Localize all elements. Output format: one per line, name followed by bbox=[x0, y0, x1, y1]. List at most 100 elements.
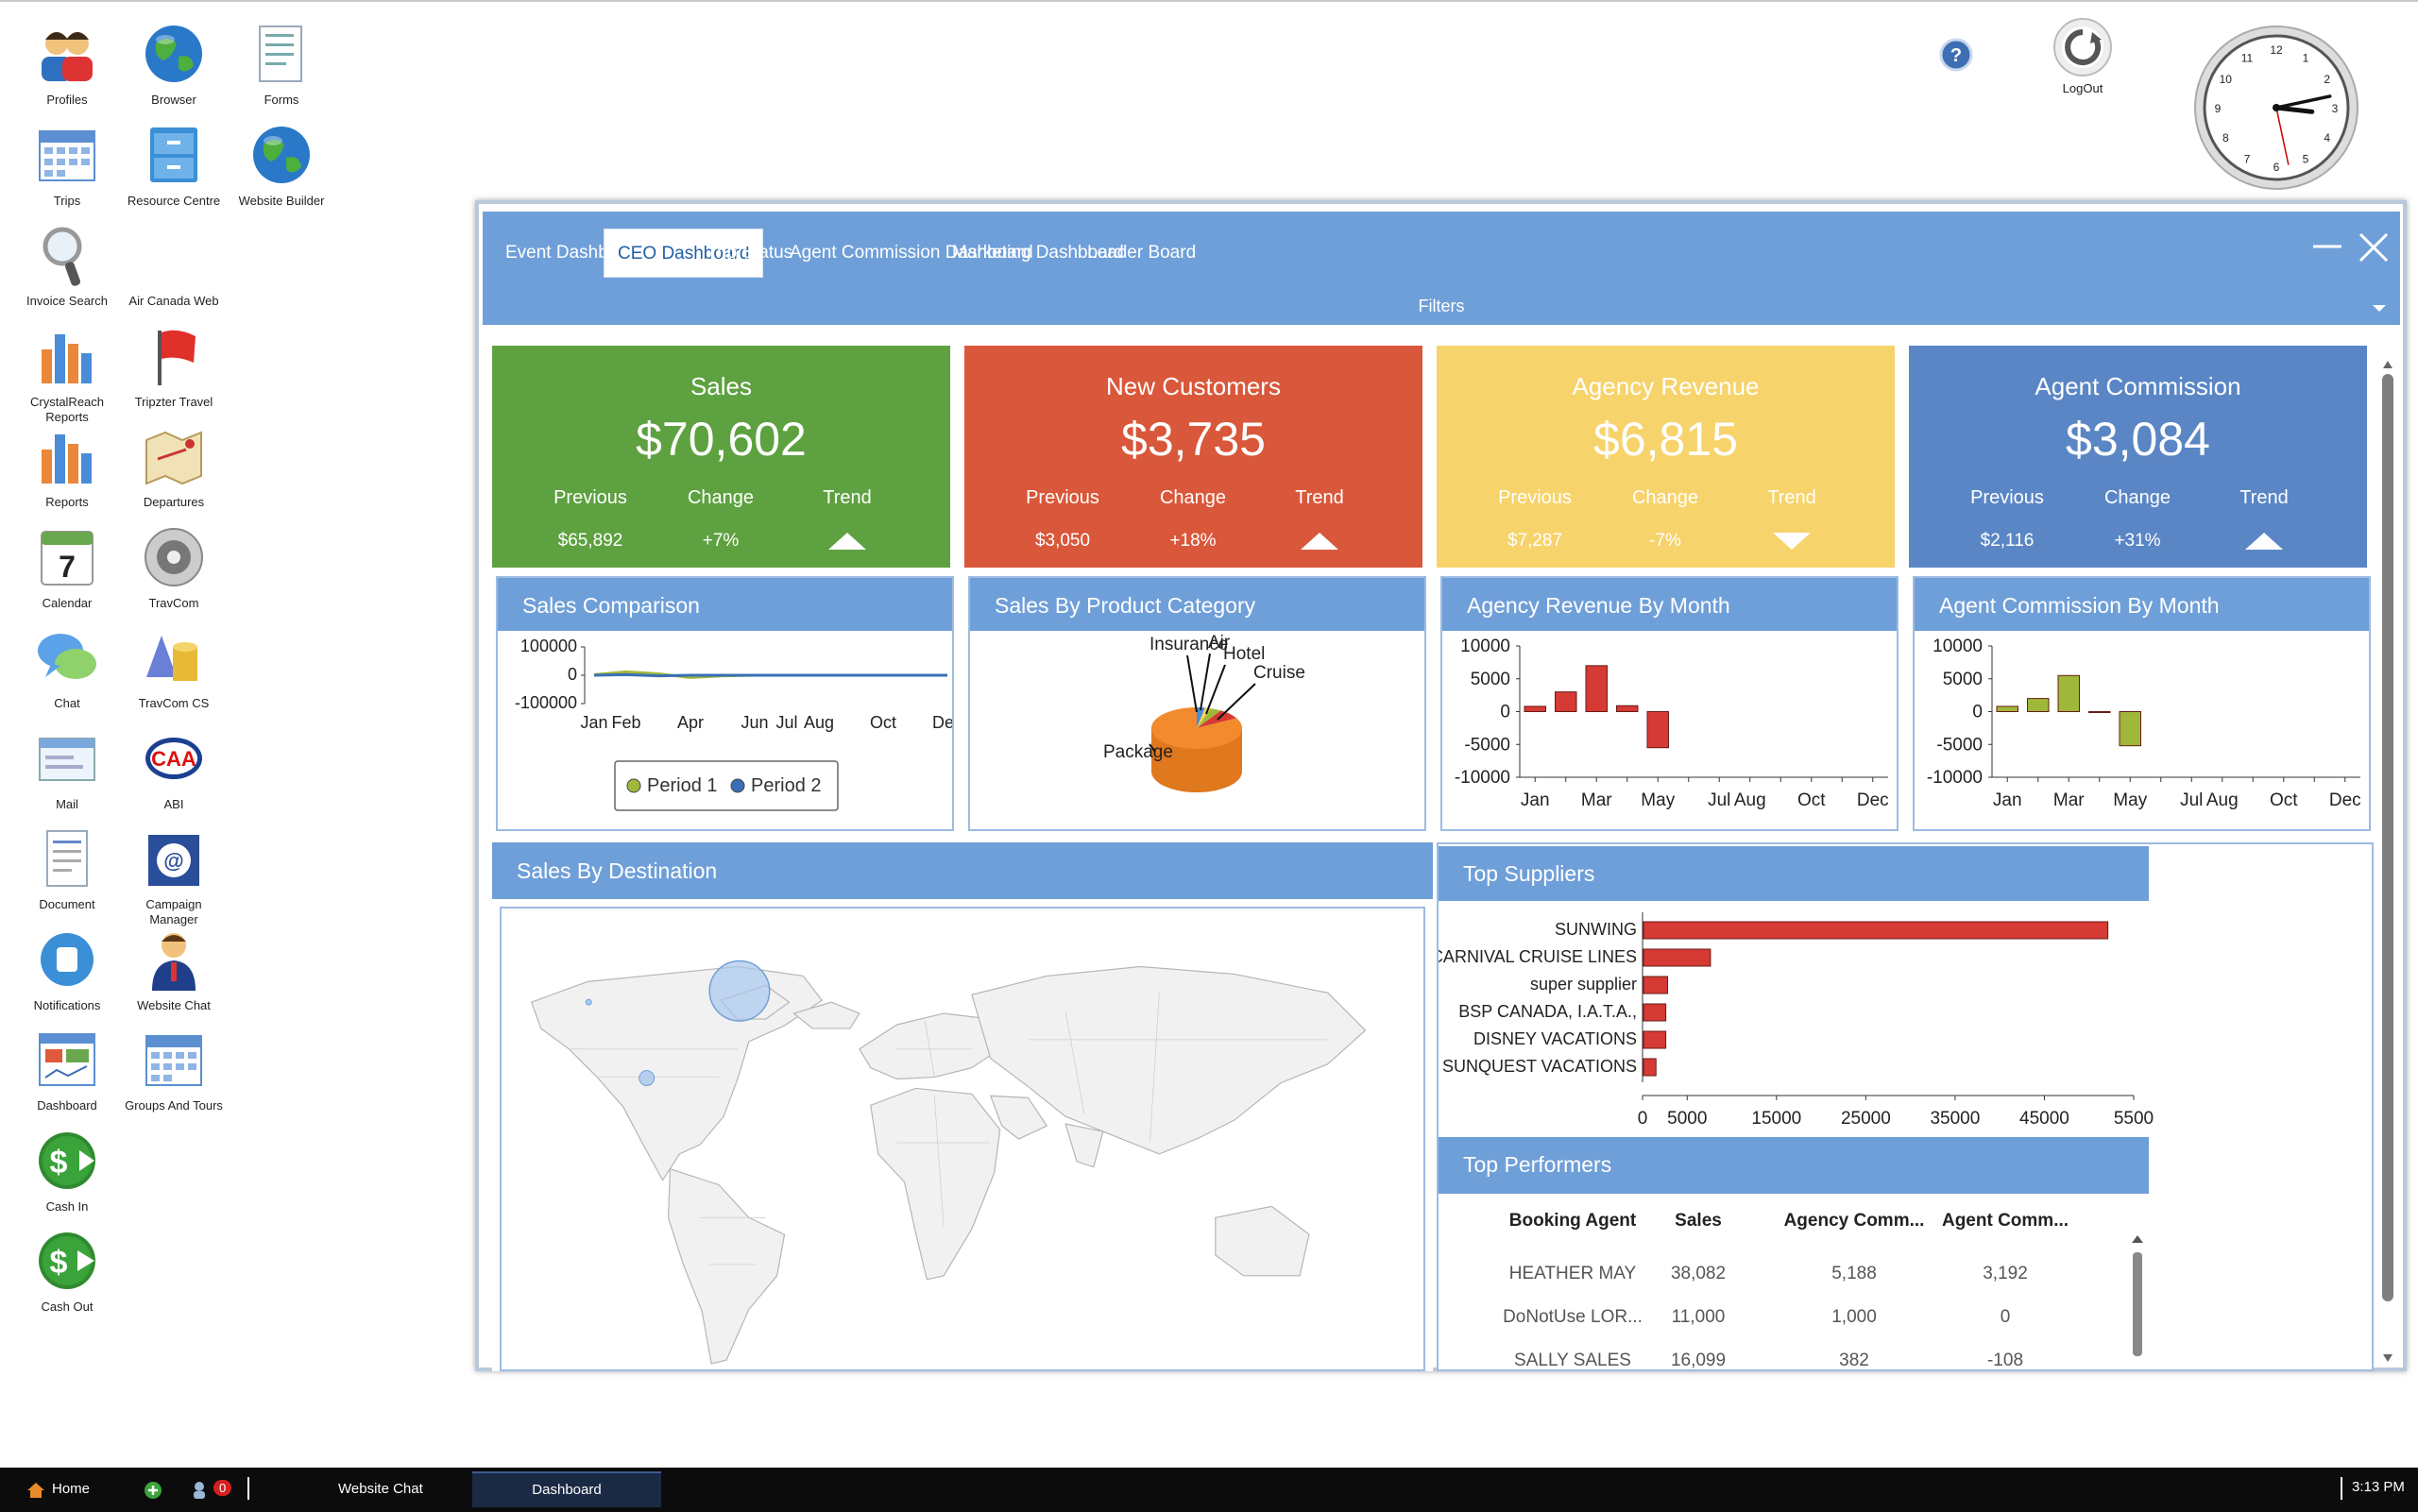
window-scrollbar[interactable] bbox=[2381, 359, 2394, 1369]
pie-slice[interactable] bbox=[1151, 707, 1242, 749]
performers-scrollbar[interactable] bbox=[2133, 1252, 2142, 1356]
bar[interactable] bbox=[1616, 705, 1639, 713]
scroll-thumb[interactable] bbox=[2382, 374, 2393, 1301]
desktop-icon-cash-in[interactable]: $ Cash In bbox=[15, 1126, 119, 1215]
help-button[interactable]: ? bbox=[1936, 36, 1976, 76]
desktop-icon-departures[interactable]: Departures bbox=[122, 421, 226, 510]
kpi-title: Sales bbox=[690, 372, 753, 400]
clock-numeral: 6 bbox=[2273, 161, 2280, 174]
desktop-icon-abi[interactable]: CAA ABI bbox=[122, 723, 226, 812]
bar[interactable] bbox=[2119, 711, 2141, 747]
desktop-icon-forms[interactable]: Forms bbox=[230, 19, 333, 108]
desktop-icon-profiles[interactable]: Profiles bbox=[15, 19, 119, 108]
supplier-bar[interactable] bbox=[1643, 948, 1711, 967]
table-row[interactable]: HEATHER MAY 38,082 5,188 3,192 bbox=[1439, 1254, 2119, 1292]
desktop-icon-website-builder[interactable]: Website Builder bbox=[230, 120, 333, 209]
desktop-icon-travcom-cs[interactable]: TravCom CS bbox=[122, 622, 226, 711]
filters-chevron-icon[interactable] bbox=[2370, 301, 2389, 314]
scroll-down-icon[interactable] bbox=[2381, 1352, 2394, 1364]
bar[interactable] bbox=[2027, 698, 2050, 712]
pie-slice[interactable] bbox=[1197, 710, 1237, 728]
home-icon[interactable] bbox=[26, 1481, 45, 1500]
desktop-icon-campaign-manager[interactable]: @ Campaign Manager bbox=[122, 824, 226, 927]
column-header[interactable]: Sales bbox=[1675, 1211, 1722, 1231]
kpi-sales[interactable]: Sales $70,602 Previous Change Trend $65,892 +7… bbox=[492, 346, 950, 568]
desktop-icon-cash-out[interactable]: $ Cash Out bbox=[15, 1226, 119, 1315]
y-tick-label: 0 bbox=[1972, 703, 1983, 722]
desktop-icon-dashboard[interactable]: Dashboard bbox=[15, 1025, 119, 1113]
bar[interactable] bbox=[1585, 665, 1608, 712]
bar[interactable] bbox=[1555, 691, 1577, 713]
desktop-icon-tripzter-travel[interactable]: Tripzter Travel bbox=[122, 321, 226, 410]
kpi-change-value: -7% bbox=[1649, 531, 1681, 551]
supplier-bar[interactable] bbox=[1643, 1030, 1667, 1049]
taskbar-item-dashboard[interactable]: Dashboard bbox=[472, 1471, 661, 1507]
desktop-icon-label: Tripzter Travel bbox=[134, 394, 213, 409]
desktop-icon-calendar[interactable]: 7 Calendar bbox=[15, 522, 119, 611]
desktop-icon-notifications[interactable]: Notifications bbox=[15, 925, 119, 1013]
tab-ceo-dashboard[interactable]: CEO Dashboard bbox=[604, 229, 764, 278]
desktop-icon-trips[interactable]: Trips bbox=[15, 120, 119, 209]
bar[interactable] bbox=[2057, 674, 2080, 712]
desktop-icon-groups-and-tours[interactable]: Groups And Tours bbox=[122, 1025, 226, 1113]
legend-marker[interactable] bbox=[626, 778, 641, 793]
bar-chart-icon bbox=[42, 333, 92, 383]
home-button[interactable]: Home bbox=[52, 1481, 91, 1497]
scroll-up-icon[interactable] bbox=[2130, 1233, 2145, 1245]
scroll-up-icon[interactable] bbox=[2381, 359, 2394, 370]
pie-slice[interactable] bbox=[1197, 708, 1221, 728]
legend-label[interactable]: Period 1 bbox=[647, 775, 718, 796]
tab-marketing-dashboard[interactable]: Marketing Dashboard bbox=[952, 243, 1124, 263]
desktop-icon-travcom[interactable]: TravCom bbox=[122, 522, 226, 611]
bar[interactable] bbox=[2088, 711, 2111, 713]
tab-agent-commission-dashboard[interactable]: Agent Commission Dashboard bbox=[790, 243, 1033, 263]
destination-bubble[interactable] bbox=[585, 998, 592, 1006]
users-icon[interactable] bbox=[191, 1479, 213, 1502]
kpi-agency-revenue[interactable]: Agency Revenue $6,815 Previous Change Trend $… bbox=[1437, 346, 1895, 568]
taskbar-item-website-chat[interactable]: Website Chat bbox=[338, 1481, 423, 1497]
add-icon[interactable] bbox=[144, 1481, 162, 1500]
supplier-bar[interactable] bbox=[1643, 921, 2109, 940]
desktop-icon-air-canada-web[interactable]: Air Canada Web bbox=[122, 220, 226, 309]
destination-bubble[interactable] bbox=[708, 960, 771, 1022]
desktop-icon-chat[interactable]: Chat bbox=[15, 622, 119, 711]
close-icon[interactable] bbox=[2357, 230, 2391, 264]
bar[interactable] bbox=[1996, 705, 2018, 713]
filters-bar[interactable]: Filters bbox=[1418, 297, 1465, 315]
tab-trip-status[interactable]: Trip Status bbox=[707, 243, 793, 263]
column-header[interactable]: Booking Agent bbox=[1508, 1211, 1637, 1231]
table-row[interactable]: SALLY SALES 16,099 382 -108 bbox=[1439, 1341, 2119, 1379]
desktop-icon-label: Groups And Tours bbox=[125, 1098, 223, 1113]
desktop-icon-document[interactable]: Document bbox=[15, 824, 119, 912]
kpi-agent-commission[interactable]: Agent Commission $3,084 Previous Change Tren… bbox=[1909, 346, 2367, 568]
column-header[interactable]: Agent Comm... bbox=[1941, 1211, 2069, 1231]
legend-label[interactable]: Period 2 bbox=[751, 775, 822, 796]
bar[interactable] bbox=[1646, 711, 1669, 749]
pie-slice[interactable] bbox=[1197, 707, 1205, 728]
notification-badge[interactable]: 0 bbox=[213, 1480, 232, 1496]
desktop-icon-reports[interactable]: Reports bbox=[15, 421, 119, 510]
desktop-icon-resource-centre[interactable]: Resource Centre bbox=[122, 120, 226, 209]
kpi-previous-value: $7,287 bbox=[1507, 531, 1563, 551]
world-map[interactable] bbox=[500, 907, 1425, 1371]
desktop-icon-mail[interactable]: Mail bbox=[15, 723, 119, 812]
kpi-previous-label: Previous bbox=[553, 487, 627, 508]
desktop-icon-invoice-search[interactable]: Invoice Search bbox=[15, 220, 119, 309]
bar[interactable] bbox=[1524, 705, 1546, 713]
supplier-bar[interactable] bbox=[1643, 1003, 1667, 1022]
supplier-bar[interactable] bbox=[1643, 1058, 1657, 1077]
destination-bubble[interactable] bbox=[639, 1070, 656, 1086]
logout-button[interactable]: LogOut bbox=[2045, 17, 2120, 95]
kpi-new-customers[interactable]: New Customers $3,735 Previous Change Trend $3… bbox=[964, 346, 1422, 568]
column-header[interactable]: Agency Comm... bbox=[1783, 1211, 1925, 1231]
supplier-bar[interactable] bbox=[1643, 976, 1669, 994]
minimize-icon[interactable] bbox=[2311, 230, 2343, 263]
legend-marker[interactable] bbox=[730, 778, 745, 793]
desktop-icon-label: Website Builder bbox=[238, 193, 325, 208]
desktop-icon-website-chat[interactable]: Website Chat bbox=[122, 925, 226, 1013]
desktop-icon-crystalreach-reports[interactable]: CrystalReach Reports bbox=[15, 321, 119, 425]
table-row[interactable]: DoNotUse LOR... 11,000 1,000 0 bbox=[1439, 1298, 2119, 1335]
desktop-icon-browser[interactable]: Browser bbox=[122, 19, 226, 108]
tab-leader-board[interactable]: Leader Board bbox=[1087, 243, 1197, 263]
